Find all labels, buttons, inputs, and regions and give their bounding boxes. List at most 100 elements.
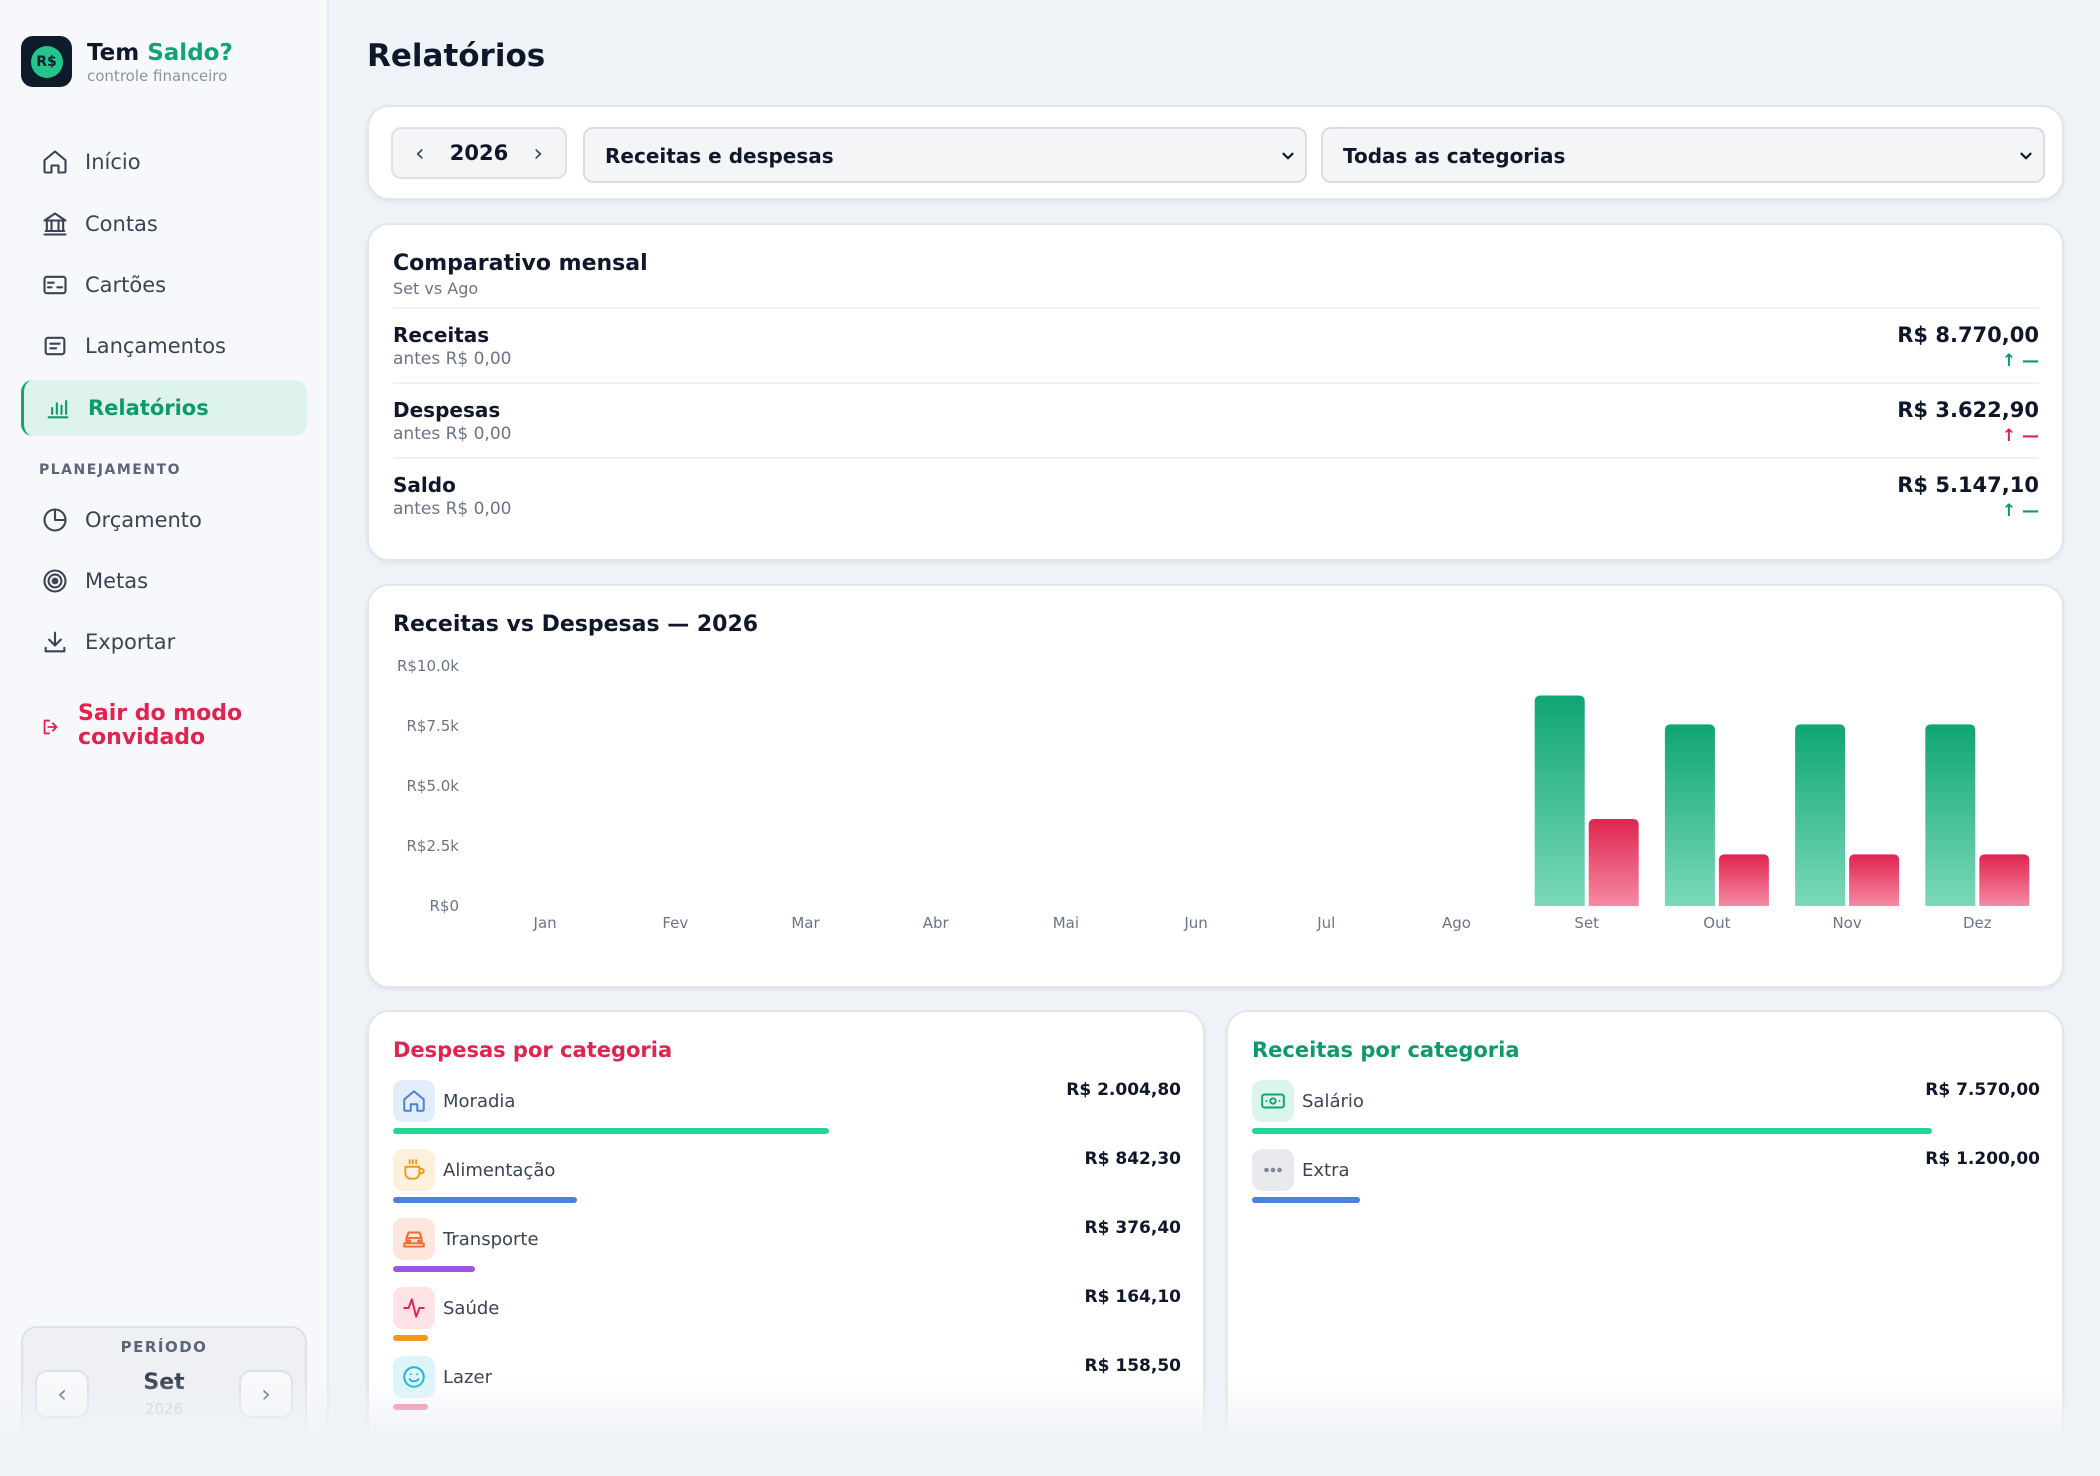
row-label: Saldo — [393, 473, 456, 497]
brand: Tem Saldo? controle financeiro — [87, 40, 233, 85]
sidebar-item-contas[interactable]: Contas — [21, 196, 307, 252]
category-item[interactable]: Saúde R$ 164,10 — [393, 1287, 1181, 1356]
x-tick-label: Set — [1574, 914, 1599, 932]
income-bar-nov[interactable] — [1795, 724, 1846, 906]
category-name: Extra — [1302, 1160, 1350, 1181]
type-select-value: Receitas e despesas — [605, 144, 834, 168]
sidebar-item-label: Início — [85, 150, 141, 174]
y-tick-label: R$2.5k — [406, 837, 459, 855]
y-tick-label: R$0 — [429, 897, 459, 915]
coffee-icon — [393, 1149, 435, 1191]
row-before: antes R$ 0,00 — [393, 424, 512, 444]
brand-tagline: controle financeiro — [87, 67, 228, 85]
dots-icon — [1252, 1149, 1294, 1191]
bank-icon — [43, 212, 67, 236]
monthly-comparison-card: Comparativo mensal Set vs Ago Receitas a… — [367, 223, 2064, 561]
row-value: R$ 5.147,10 — [1897, 473, 2039, 497]
category-name: Salário — [1302, 1091, 1364, 1112]
sidebar: R$ Tem Saldo? controle financeiro Início… — [0, 0, 329, 1476]
category-item[interactable]: Transporte R$ 376,40 — [393, 1218, 1181, 1287]
year-next-button[interactable]: › — [533, 139, 543, 167]
category-value: R$ 376,40 — [1084, 1218, 1181, 1238]
category-bar — [1252, 1128, 1932, 1134]
sidebar-item-orcamento[interactable]: Orçamento — [21, 492, 307, 548]
incomes-title: Receitas por categoria — [1252, 1038, 1520, 1062]
y-tick-label: R$10.0k — [397, 657, 459, 675]
brand-name: Tem Saldo? — [87, 40, 233, 66]
row-before: antes R$ 0,00 — [393, 499, 512, 519]
section-label-planejamento: PLANEJAMENTO — [39, 462, 182, 478]
category-value: R$ 164,10 — [1084, 1287, 1181, 1307]
category-value: R$ 842,30 — [1084, 1149, 1181, 1169]
category-bar — [393, 1335, 428, 1341]
expenses-title: Despesas por categoria — [393, 1038, 673, 1062]
download-icon — [44, 631, 66, 653]
logo-coin-icon: R$ — [30, 45, 63, 78]
income-expense-chart-card: Receitas vs Despesas — 2026 R$0 R$2.5k R$5… — [367, 584, 2064, 988]
sidebar-item-label: Orçamento — [85, 508, 202, 532]
category-name: Alimentação — [443, 1160, 556, 1181]
home-icon — [43, 150, 67, 174]
year-prev-button[interactable]: ‹ — [415, 139, 425, 167]
chevron-down-icon — [2020, 152, 2032, 160]
row-value: R$ 3.622,90 — [1897, 398, 2039, 422]
comparison-subtitle: Set vs Ago — [393, 279, 479, 298]
category-value: R$ 158,50 — [1084, 1356, 1181, 1376]
year-selector: ‹ 2026 › — [391, 127, 567, 179]
x-tick-label: Mar — [791, 914, 820, 932]
y-tick-label: R$7.5k — [406, 717, 459, 735]
list-icon — [44, 336, 66, 356]
house-icon — [393, 1080, 435, 1122]
sidebar-item-label: Metas — [85, 569, 149, 593]
filters-card: ‹ 2026 › Receitas e despesas Todas as ca… — [367, 105, 2064, 200]
sidebar-item-metas[interactable]: Metas — [21, 553, 307, 609]
cash-icon — [1252, 1080, 1294, 1122]
sidebar-item-inicio[interactable]: Início — [21, 134, 307, 190]
x-tick-label: Jan — [533, 914, 557, 932]
x-tick-label: Mai — [1053, 914, 1079, 932]
chevron-down-icon — [1282, 152, 1294, 160]
category-bar — [1252, 1197, 1360, 1203]
expense-bar-out[interactable] — [1718, 854, 1769, 906]
x-tick-label: Out — [1703, 914, 1730, 932]
sidebar-item-cartoes[interactable]: Cartões — [21, 257, 307, 313]
category-bar — [393, 1128, 829, 1134]
income-bar-dez[interactable] — [1925, 724, 1976, 906]
expense-bar-set[interactable] — [1588, 819, 1639, 906]
income-bar-out[interactable] — [1664, 724, 1715, 906]
category-item[interactable]: Alimentação R$ 842,30 — [393, 1149, 1181, 1218]
expense-bar-dez[interactable] — [1979, 854, 2030, 906]
category-item[interactable]: Moradia R$ 2.004,80 — [393, 1080, 1181, 1149]
type-select[interactable]: Receitas e despesas — [583, 127, 1307, 183]
period-label: PERÍODO — [120, 1338, 208, 1356]
brand-name-part2: Saldo? — [147, 40, 233, 66]
income-bar-set[interactable] — [1534, 695, 1585, 906]
sidebar-item-label: Cartões — [85, 273, 167, 297]
row-trend: ↑ — — [2001, 501, 2039, 521]
sidebar-item-lancamentos[interactable]: Lançamentos — [21, 318, 307, 374]
category-item[interactable]: Salário R$ 7.570,00 — [1252, 1080, 2040, 1149]
category-select[interactable]: Todas as categorias — [1321, 127, 2045, 183]
x-tick-label: Fev — [662, 914, 688, 932]
sidebar-item-relatorios[interactable]: Relatórios — [21, 380, 307, 436]
logout-button[interactable]: Sair do modo convidado — [40, 702, 278, 750]
income-expense-chart: R$0 R$2.5k R$5.0k R$7.5k R$10.0k Jan Fev Mar Abr… — [397, 657, 2030, 932]
sidebar-item-label: Exportar — [85, 630, 176, 654]
x-tick-label: Jun — [1183, 914, 1207, 932]
category-value: R$ 2.004,80 — [1066, 1080, 1181, 1100]
row-trend: ↑ — — [2001, 426, 2039, 446]
car-icon — [393, 1218, 435, 1260]
main-content: Relatórios ‹ 2026 › Receitas e despesas … — [329, 0, 2100, 1476]
category-item[interactable]: Extra R$ 1.200,00 — [1252, 1149, 2040, 1218]
category-value: R$ 1.200,00 — [1925, 1149, 2040, 1169]
target-icon — [43, 569, 67, 593]
expense-bar-nov[interactable] — [1849, 854, 1900, 906]
app-logo: R$ — [21, 36, 72, 87]
brand-name-part1: Tem — [87, 40, 148, 66]
comparison-row-receitas: Receitas antes R$ 0,00 R$ 8.770,00 ↑ — — [393, 307, 2039, 381]
x-tick-label: Ago — [1442, 914, 1471, 932]
row-label: Receitas — [393, 323, 490, 347]
sidebar-item-exportar[interactable]: Exportar — [21, 614, 307, 670]
row-trend: ↑ — — [2001, 351, 2039, 371]
category-bar — [393, 1266, 475, 1272]
